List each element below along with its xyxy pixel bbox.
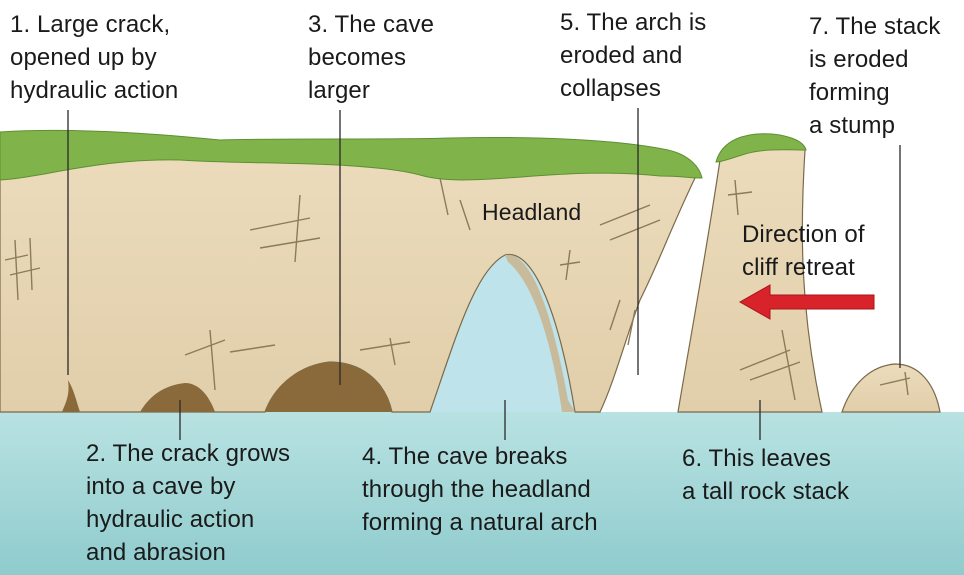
arch-shading bbox=[505, 254, 575, 412]
label-stage-5: 5. The arch is eroded and collapses bbox=[560, 9, 707, 102]
small-cave bbox=[140, 383, 215, 412]
label-stage-6: 6. This leaves a tall rock stack bbox=[682, 445, 850, 505]
label-stage-1: 1. Large crack, opened up by hydraulic a… bbox=[10, 11, 179, 104]
label-headland: Headland bbox=[482, 199, 582, 225]
crack bbox=[62, 380, 80, 412]
rock-texture-lines bbox=[4, 177, 911, 401]
label-stage-3: 3. The cave becomes larger bbox=[308, 11, 435, 104]
label-stage-2: 2. The crack grows into a cave by hydrau… bbox=[86, 440, 291, 566]
label-stage-4: 4. The cave breaks through the headland … bbox=[362, 443, 598, 536]
headland-grass bbox=[0, 129, 703, 181]
rock-stump bbox=[841, 363, 941, 413]
leader-lines bbox=[67, 108, 901, 440]
large-cave bbox=[265, 362, 392, 412]
stack-grass bbox=[715, 133, 807, 163]
cliff-retreat-arrow bbox=[738, 284, 875, 320]
label-direction-of-retreat: Direction of cliff retreat bbox=[742, 221, 865, 281]
label-stage-7: 7. The stack is eroded forming a stump bbox=[809, 13, 941, 139]
sea bbox=[0, 412, 964, 575]
